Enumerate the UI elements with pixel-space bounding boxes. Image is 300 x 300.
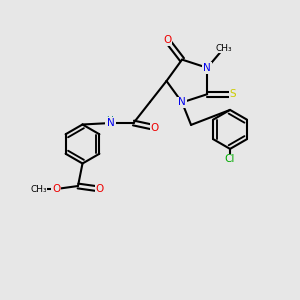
Text: CH₃: CH₃: [215, 44, 232, 53]
Text: H: H: [106, 116, 113, 124]
Text: O: O: [163, 35, 171, 45]
Text: S: S: [230, 89, 236, 99]
Text: O: O: [95, 184, 104, 194]
Text: Cl: Cl: [225, 154, 235, 164]
Text: CH₃: CH₃: [30, 184, 47, 194]
Text: O: O: [52, 184, 61, 194]
Text: O: O: [150, 122, 159, 133]
Text: N: N: [178, 98, 186, 107]
Text: N: N: [203, 63, 211, 73]
Text: N: N: [107, 118, 115, 128]
